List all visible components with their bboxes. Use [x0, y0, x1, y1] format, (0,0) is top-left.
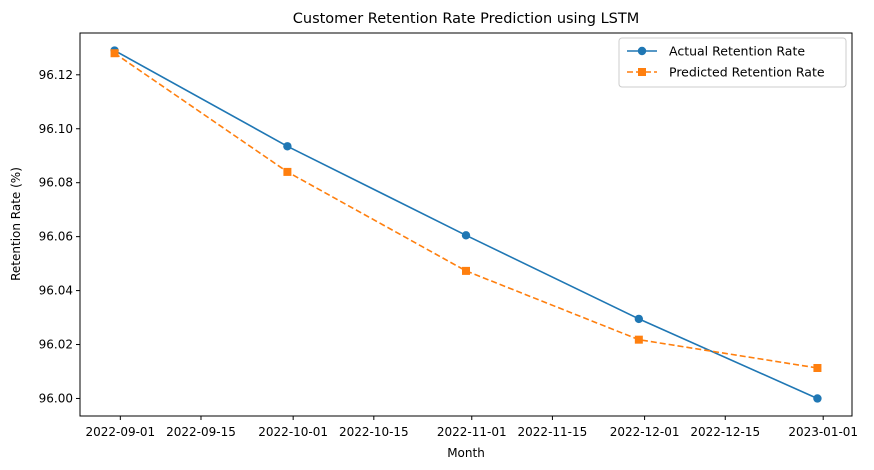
x-tick-label: 2022-10-15: [339, 425, 409, 439]
y-axis: 96.00 96.02 96.04 96.06 96.08 96.10 96.12: [39, 68, 80, 405]
x-tick-label: 2022-12-15: [690, 425, 760, 439]
data-point: [283, 142, 292, 151]
data-point: [283, 167, 292, 176]
x-axis: 2022-09-01 2022-09-15 2022-10-01 2022-10-15…: [85, 416, 858, 439]
data-point: [461, 231, 471, 240]
data-point: [110, 49, 119, 58]
x-tick-label: 2022-11-01: [437, 425, 507, 439]
x-tick-label: 2022-12-01: [610, 425, 680, 439]
legend-label: Actual Retention Rate: [669, 44, 805, 59]
y-tick-label: 96.08: [39, 176, 73, 190]
x-tick-label: 2022-09-01: [85, 425, 155, 439]
x-tick-label: 2023-01-01: [788, 425, 858, 439]
series-line: [114, 52, 818, 369]
legend-label: Predicted Retention Rate: [669, 65, 825, 80]
legend: Actual Retention Rate Predicted Retention…: [618, 37, 847, 88]
x-axis-title: Month: [447, 446, 485, 460]
legend-swatch-marker: [637, 46, 647, 56]
series-2: [110, 49, 822, 372]
y-tick-label: 96.06: [39, 230, 73, 244]
y-axis-title: Retention Rate (%): [9, 167, 23, 281]
y-tick-label: 96.02: [39, 338, 73, 352]
x-tick-label: 2022-10-01: [258, 425, 328, 439]
plot-frame: [79, 32, 853, 417]
data-point: [813, 394, 822, 403]
data-point: [634, 314, 644, 324]
series-layer: [110, 46, 822, 403]
data-point: [462, 266, 470, 275]
data-point: [634, 335, 643, 344]
y-tick-label: 96.12: [39, 68, 73, 82]
x-tick-label: 2022-11-15: [518, 425, 588, 439]
data-point: [813, 363, 822, 372]
y-tick-label: 96.00: [39, 391, 73, 405]
chart-title: Customer Retention Rate Prediction using…: [293, 11, 640, 27]
legend-swatch-marker: [638, 68, 646, 76]
x-tick-label: 2022-09-15: [166, 425, 236, 439]
legend-frame: [618, 37, 847, 88]
y-tick-label: 96.10: [39, 122, 73, 136]
y-tick-label: 96.04: [39, 284, 73, 298]
plot-area: [79, 32, 853, 417]
